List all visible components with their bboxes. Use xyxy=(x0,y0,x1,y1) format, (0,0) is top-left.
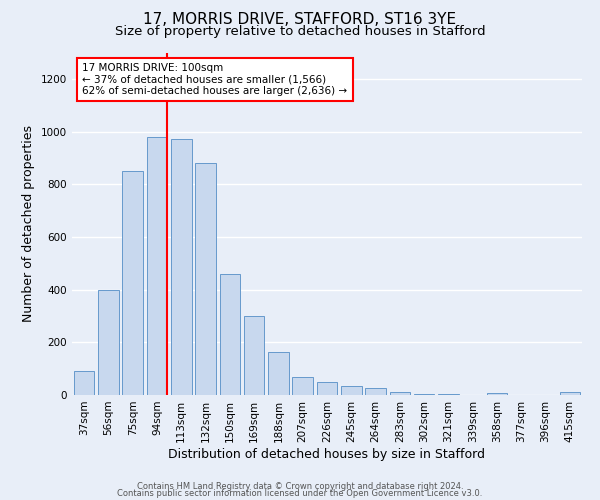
Bar xyxy=(244,316,265,395)
Bar xyxy=(98,290,119,395)
Bar xyxy=(268,352,289,395)
Bar xyxy=(122,171,143,395)
Bar xyxy=(389,392,410,395)
Bar xyxy=(220,274,240,395)
Text: Contains public sector information licensed under the Open Government Licence v3: Contains public sector information licen… xyxy=(118,489,482,498)
Bar xyxy=(292,376,313,395)
Bar xyxy=(171,140,191,395)
Text: 17, MORRIS DRIVE, STAFFORD, ST16 3YE: 17, MORRIS DRIVE, STAFFORD, ST16 3YE xyxy=(143,12,457,28)
Bar xyxy=(341,386,362,395)
Text: Contains HM Land Registry data © Crown copyright and database right 2024.: Contains HM Land Registry data © Crown c… xyxy=(137,482,463,491)
Bar xyxy=(487,393,508,395)
Bar xyxy=(317,382,337,395)
Bar xyxy=(560,392,580,395)
Y-axis label: Number of detached properties: Number of detached properties xyxy=(22,125,35,322)
Text: 17 MORRIS DRIVE: 100sqm
← 37% of detached houses are smaller (1,566)
62% of semi: 17 MORRIS DRIVE: 100sqm ← 37% of detache… xyxy=(82,63,347,96)
Bar xyxy=(414,394,434,395)
Bar xyxy=(438,394,459,395)
Bar xyxy=(146,137,167,395)
X-axis label: Distribution of detached houses by size in Stafford: Distribution of detached houses by size … xyxy=(169,448,485,460)
Bar xyxy=(74,372,94,395)
Text: Size of property relative to detached houses in Stafford: Size of property relative to detached ho… xyxy=(115,25,485,38)
Bar xyxy=(365,388,386,395)
Bar xyxy=(195,163,216,395)
